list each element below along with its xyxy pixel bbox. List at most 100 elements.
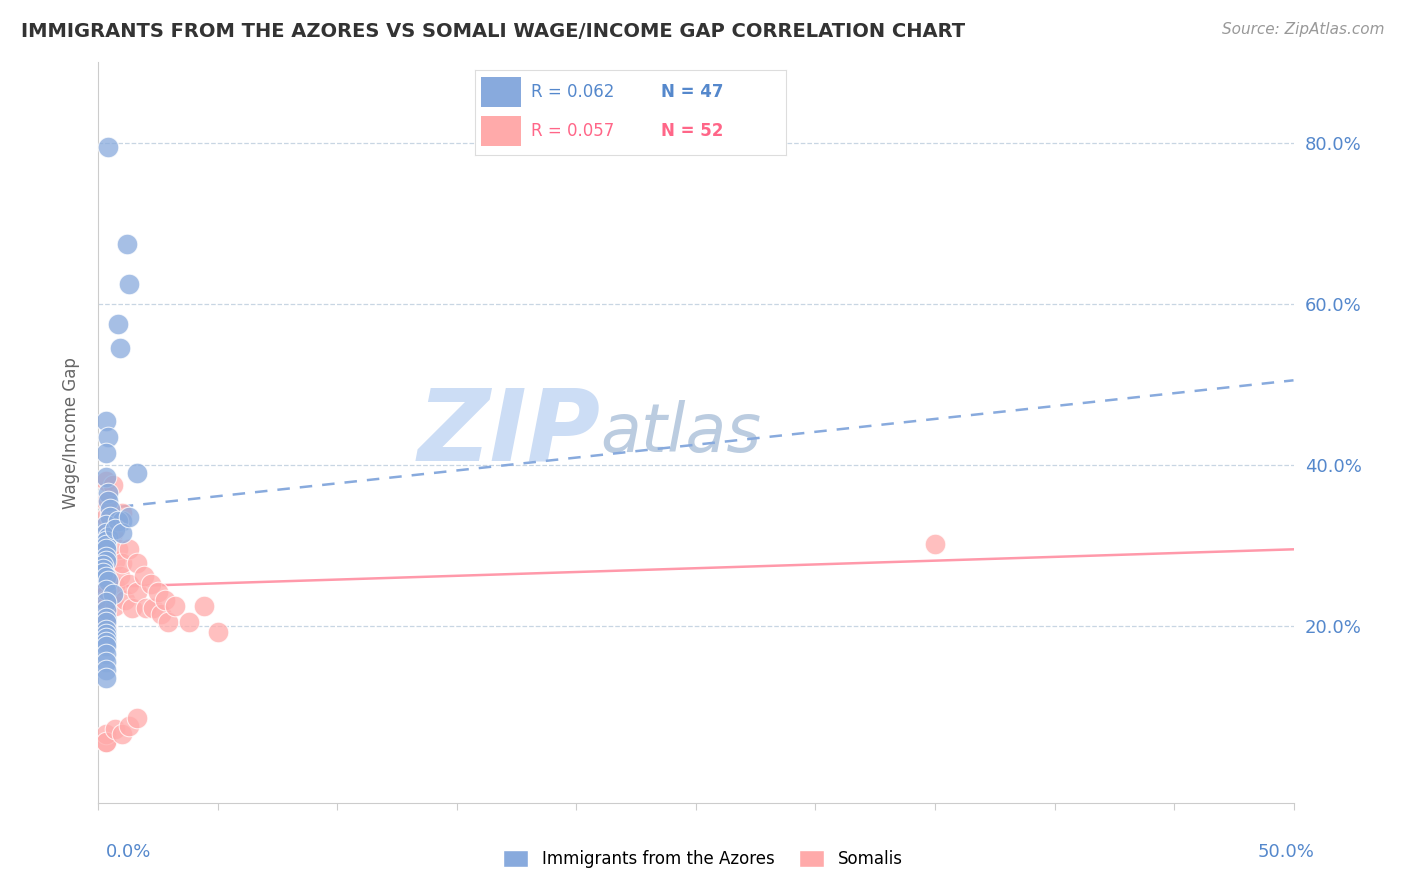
Point <box>94 570 117 584</box>
Point <box>104 599 127 613</box>
Point <box>94 474 117 488</box>
Point <box>125 711 148 725</box>
Point <box>94 446 117 460</box>
Point <box>107 514 129 528</box>
Point <box>94 542 117 557</box>
Point <box>115 236 138 251</box>
Point <box>156 615 179 629</box>
Point <box>94 550 117 565</box>
Point <box>94 639 117 653</box>
Point <box>94 554 117 568</box>
Point <box>148 585 170 599</box>
Point <box>91 562 114 576</box>
Point <box>94 609 117 624</box>
Point <box>135 601 157 615</box>
Point <box>101 586 124 600</box>
Point <box>94 627 117 641</box>
Point <box>97 140 120 154</box>
Point <box>94 494 117 508</box>
Text: IMMIGRANTS FROM THE AZORES VS SOMALI WAGE/INCOME GAP CORRELATION CHART: IMMIGRANTS FROM THE AZORES VS SOMALI WAG… <box>21 22 965 41</box>
Point <box>111 506 134 520</box>
Point <box>924 536 946 550</box>
Point <box>163 599 186 613</box>
Point <box>94 610 117 624</box>
Point <box>179 615 201 629</box>
Point <box>94 526 117 541</box>
Point <box>125 585 148 599</box>
Point <box>91 566 114 581</box>
Point <box>97 494 120 508</box>
Y-axis label: Wage/Income Gap: Wage/Income Gap <box>62 357 80 508</box>
Point <box>121 601 143 615</box>
Point <box>125 556 148 570</box>
Point <box>94 635 117 649</box>
Legend: Immigrants from the Azores, Somalis: Immigrants from the Azores, Somalis <box>496 843 910 875</box>
Point <box>118 542 141 557</box>
Point <box>107 542 129 557</box>
Point <box>104 554 127 568</box>
Point <box>94 534 117 549</box>
Point <box>94 593 117 607</box>
Point <box>108 569 131 583</box>
Point <box>94 655 117 669</box>
Point <box>94 413 117 427</box>
Point <box>98 510 122 524</box>
Point <box>94 542 117 557</box>
Point <box>97 574 120 589</box>
Point <box>94 727 117 741</box>
Point <box>108 341 131 355</box>
Point <box>118 277 141 291</box>
Point <box>97 430 120 444</box>
Point <box>104 722 127 736</box>
Point <box>114 593 136 607</box>
Text: ZIP: ZIP <box>418 384 600 481</box>
Point <box>94 580 117 594</box>
Point <box>111 526 134 541</box>
Point <box>118 719 141 733</box>
Point <box>94 470 117 484</box>
Point <box>207 625 229 640</box>
Point <box>94 554 117 568</box>
Point <box>94 647 117 661</box>
Point <box>155 593 177 607</box>
Point <box>94 582 117 597</box>
Point <box>94 574 117 589</box>
Text: atlas: atlas <box>600 400 762 466</box>
Point <box>94 663 117 677</box>
Point <box>107 317 129 331</box>
Point <box>94 562 117 576</box>
Text: 50.0%: 50.0% <box>1258 843 1315 861</box>
Point <box>118 510 141 524</box>
Point <box>193 599 215 613</box>
Point <box>104 578 127 592</box>
Point <box>94 735 117 749</box>
Point <box>142 601 165 615</box>
Point <box>94 599 117 613</box>
Text: 0.0%: 0.0% <box>105 843 150 861</box>
Point <box>94 671 117 685</box>
Point <box>132 569 155 583</box>
Text: Source: ZipAtlas.com: Source: ZipAtlas.com <box>1222 22 1385 37</box>
Point <box>94 615 117 629</box>
Point <box>94 586 117 600</box>
Point <box>118 577 141 591</box>
Point <box>94 631 117 645</box>
Point <box>111 556 134 570</box>
Point <box>94 538 117 552</box>
Point <box>94 735 117 749</box>
Point <box>94 602 117 616</box>
Point <box>98 502 122 516</box>
Point <box>94 518 117 533</box>
Point <box>94 623 117 637</box>
Point <box>101 526 124 541</box>
Point <box>101 478 124 492</box>
Point <box>97 486 120 500</box>
Point <box>111 514 134 528</box>
Point <box>91 558 114 573</box>
Point <box>139 577 162 591</box>
Point <box>97 530 120 544</box>
Point <box>94 526 117 541</box>
Point <box>125 466 148 480</box>
Point <box>94 510 117 524</box>
Point <box>111 727 134 741</box>
